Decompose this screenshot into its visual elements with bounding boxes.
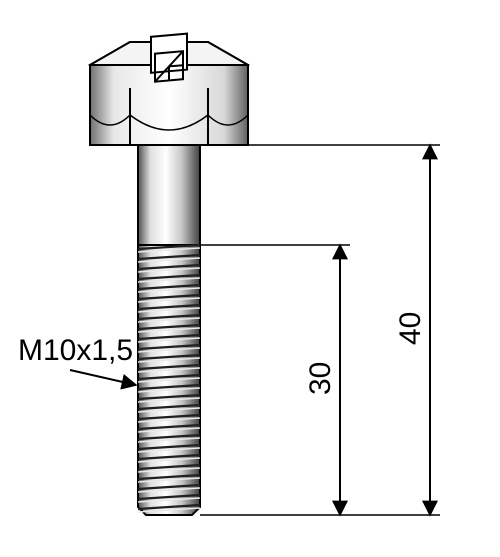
dimension-thread-length: 30: [200, 245, 350, 515]
bolt-technical-drawing: M10x1,5 30 40: [0, 0, 500, 557]
bolt-shank: [138, 145, 200, 245]
dimension-thread-length-value: 30: [304, 362, 337, 395]
thread-spec-text: M10x1,5: [18, 334, 133, 367]
dimension-shank-length: 40: [200, 145, 440, 515]
thread-spec-label: M10x1,5: [18, 334, 136, 385]
dimension-shank-length-value: 40: [394, 312, 427, 345]
bolt-thread: [138, 245, 200, 515]
